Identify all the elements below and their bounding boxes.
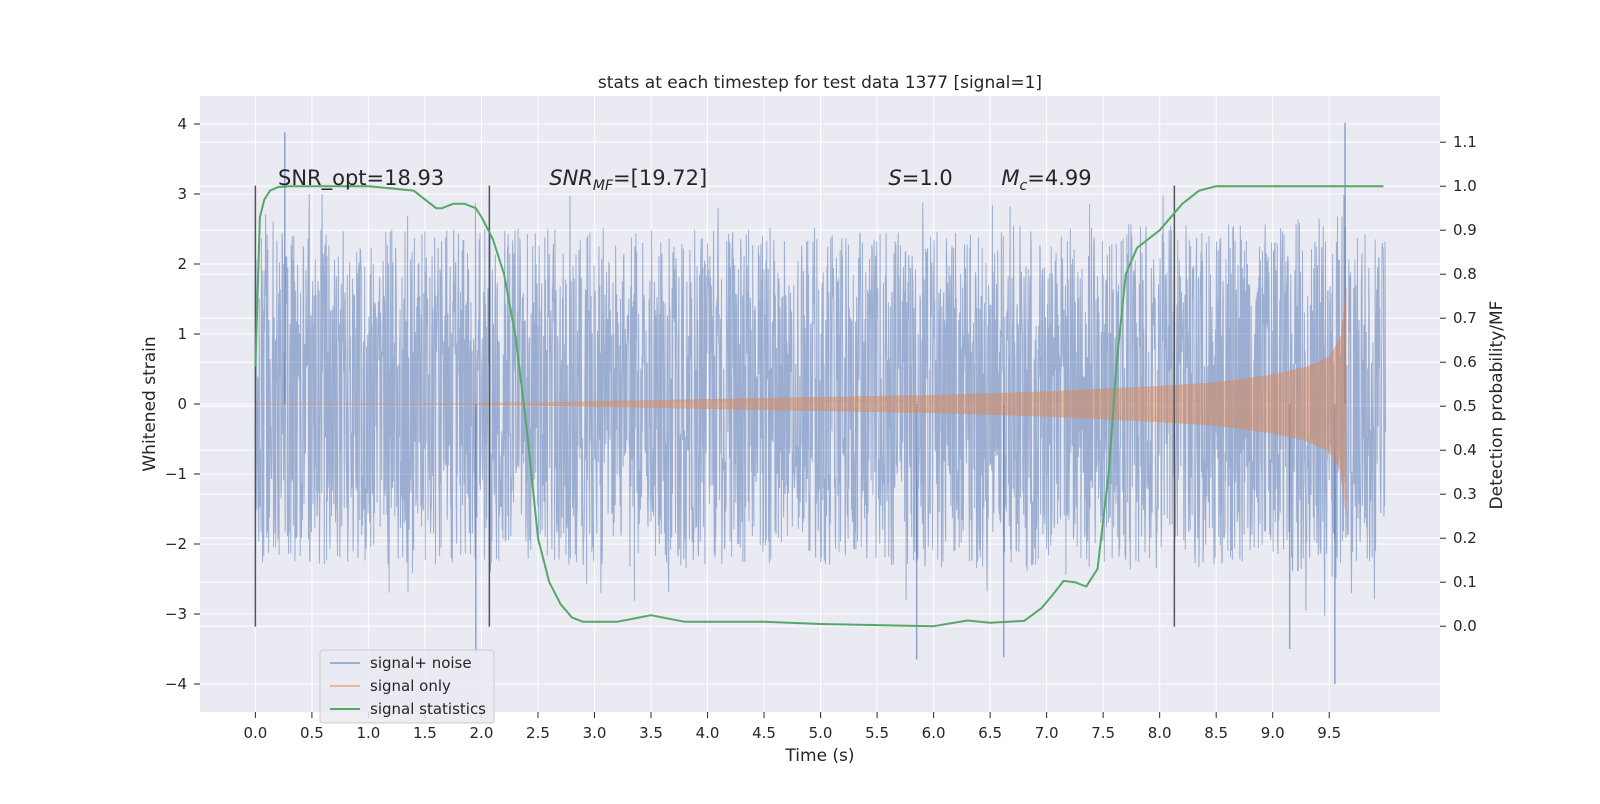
y2-tick-label: 1.1 [1453,133,1477,151]
x-tick-label: 6.0 [922,724,946,742]
x-tick-label: 0.0 [243,724,267,742]
tick-labels: 0.0 0.5 1.0 1.5 2.0 2.5 3.0 3.5 4.0 4.5 5.0 5.5 6.0 6… [165,115,1477,742]
x-tick-label: 9.0 [1261,724,1285,742]
signal-noise-line [254,193,1387,616]
y2-tick-label: 0.6 [1453,353,1477,371]
y-tick-label: −2 [165,535,187,553]
x-tick-label: 1.5 [413,724,437,742]
legend-label-signal-only: signal only [370,677,451,695]
x-tick-label: 9.5 [1317,724,1341,742]
y-tick-label: −3 [165,605,187,623]
annotation-2: SNRMF=[19.72] [549,166,707,194]
signal-noise-series [254,122,1387,684]
legend-label-signal-statistics: signal statistics [370,700,486,718]
signal-statistics-series [254,185,1384,628]
annotations: SNR_opt=18.93 SNRMF=[19.72] S=1.0 Mc=4.99 [278,166,1092,194]
x-tick-label: 6.5 [978,724,1002,742]
y2-tick-label: 0.3 [1453,485,1477,503]
annotation-3: S=1.0 [888,166,952,190]
y-tick-label: 3 [177,185,187,203]
x-tick-label: 7.5 [1091,724,1115,742]
signal-statistics-line [254,185,1384,628]
chart-title: stats at each timestep for test data 137… [598,73,1042,93]
x-tick-label: 4.0 [696,724,720,742]
legend: signal+ noise signal only signal statist… [319,649,495,724]
x-tick-label: 2.5 [526,724,550,742]
y2-tick-label: 0.0 [1453,617,1477,635]
x-tick-label: 5.5 [865,724,889,742]
y2-tick-label: 0.2 [1453,529,1477,547]
x-axis-label: Time (s) [784,746,854,766]
y-tick-label: 4 [177,115,187,133]
y2-axis-label: Detection probability/MF [1487,301,1507,510]
y2-tick-label: 1.0 [1453,177,1477,195]
x-tick-label: 0.5 [300,724,324,742]
annotation-1: SNR_opt=18.93 [278,166,444,191]
legend-box [319,649,495,724]
legend-label-signal-noise: signal+ noise [370,654,472,672]
y-axis-label: Whitened strain [140,336,160,471]
x-tick-label: 5.0 [809,724,833,742]
x-tick-label: 3.5 [639,724,663,742]
y2-tick-label: 0.9 [1453,221,1477,239]
y-tick-label: 1 [177,325,187,343]
signal-only-line [255,288,1347,516]
x-tick-label: 2.0 [470,724,494,742]
y2-tick-label: 0.7 [1453,309,1477,327]
y2-tick-label: 0.4 [1453,441,1477,459]
x-tick-label: 3.0 [583,724,607,742]
x-tick-label: 7.0 [1035,724,1059,742]
x-tick-label: 1.0 [356,724,380,742]
y-tick-label: −1 [165,465,187,483]
y-tick-label: −4 [165,675,187,693]
x-tick-label: 8.0 [1148,724,1172,742]
y2-tick-label: 0.5 [1453,397,1477,415]
y-tick-label: 2 [177,255,187,273]
y2-tick-label: 0.8 [1453,265,1477,283]
x-tick-label: 8.5 [1204,724,1228,742]
x-tick-label: 4.5 [752,724,776,742]
y2-tick-label: 0.1 [1453,573,1477,591]
signal-only-series [255,288,1347,516]
annotation-4: Mc=4.99 [1001,166,1091,194]
y-tick-label: 0 [177,395,187,413]
vertical-markers [254,185,1176,627]
